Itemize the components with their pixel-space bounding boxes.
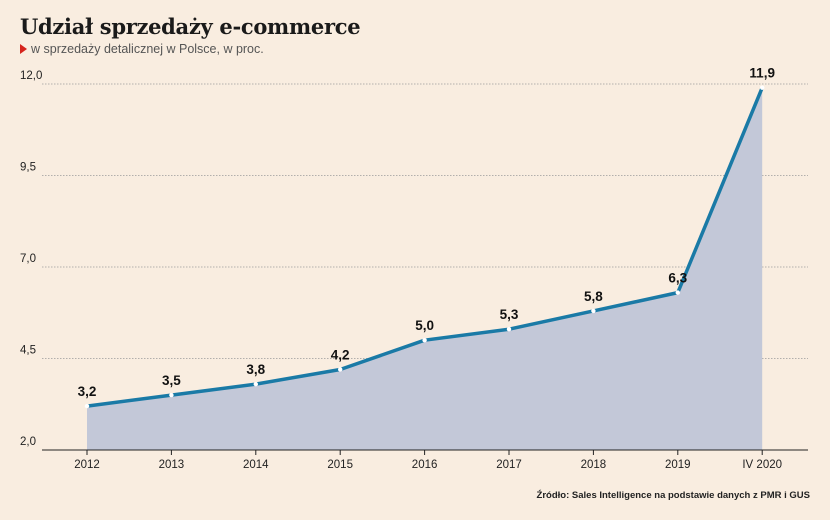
data-point [84,403,90,409]
axis-layer: 2,0 4,5 7,0 9,5 12,0 2012 2013 2014 2015 2016 2017… [20,70,808,471]
data-label: 5,0 [415,318,434,333]
point-layer [84,85,765,409]
data-label: 5,8 [584,289,603,304]
label-layer: 3,2 3,5 3,8 4,2 5,0 5,3 5,8 6,3 11,9 [78,66,775,399]
x-tick-label: 2015 [327,459,353,471]
data-point [675,290,680,295]
data-point [506,327,512,332]
data-label: 6,3 [668,271,687,286]
y-tick-label: 2,0 [20,436,36,448]
data-label: 5,3 [500,307,519,322]
source-note: Źródło: Sales Intelligence na podstawie … [536,490,810,501]
y-tick-label: 9,5 [20,162,36,174]
y-tick-label: 12,0 [20,70,42,82]
x-tick-label: 2019 [665,459,691,471]
x-tick-label: 2013 [159,459,185,471]
x-tick-label: 2018 [581,459,607,471]
data-point [169,392,174,398]
chart-title: Udział sprzedaży e-commerce [20,14,361,39]
series-area [87,87,763,450]
y-tick-label: 7,0 [20,253,36,265]
x-tick-label: 2012 [74,459,100,471]
data-point [591,308,596,314]
data-label: 11,9 [749,66,775,81]
x-tick-label: 2017 [496,459,522,471]
data-label: 3,2 [78,384,97,399]
subtitle-row: w sprzedaży detalicznej w Polsce, w proc… [20,42,264,56]
triangle-right-icon [20,44,27,54]
data-label: 3,8 [246,362,265,377]
area-layer [87,87,763,450]
data-point [253,381,258,387]
data-label: 4,2 [331,347,350,362]
y-tick-label: 4,5 [20,345,36,357]
data-point [338,367,343,372]
x-tick-label: 2016 [412,459,438,471]
data-point [422,338,427,343]
chart-subtitle: w sprzedaży detalicznej w Polsce, w proc… [31,42,264,56]
x-tick-label: IV 2020 [742,459,782,471]
data-label: 3,5 [162,373,181,388]
data-point [760,85,765,90]
x-tick-label: 2014 [243,459,269,471]
